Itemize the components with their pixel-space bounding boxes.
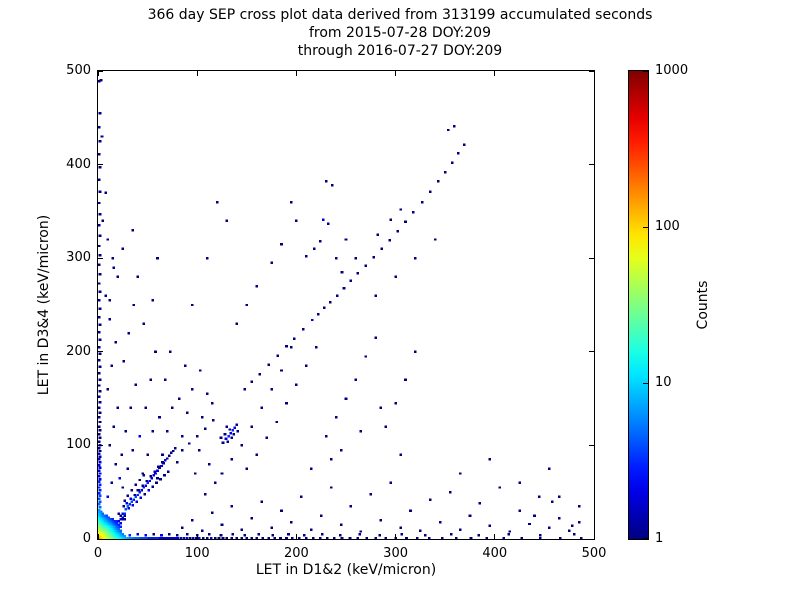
tick-mark <box>98 538 103 539</box>
colorbar-tick-mark <box>643 538 648 539</box>
x-tick-label: 0 <box>93 546 103 561</box>
tick-mark <box>295 71 297 76</box>
tick-mark <box>98 71 103 72</box>
tick-mark <box>589 71 594 72</box>
y-axis-label: LET in D3&4 (keV/micron) <box>36 214 52 396</box>
x-tick-label: 100 <box>184 546 210 561</box>
scatter-points <box>98 79 583 539</box>
tick-mark <box>589 257 594 259</box>
y-tick-label: 200 <box>66 343 91 359</box>
tick-mark <box>196 534 198 539</box>
x-tick-label: 500 <box>581 546 607 561</box>
y-tick-label: 500 <box>66 63 91 78</box>
tick-mark <box>196 71 198 76</box>
plot-area <box>97 70 595 540</box>
chart-title: 366 day SEP cross plot data derived from… <box>0 6 800 60</box>
colorbar-tick-mark <box>643 382 648 384</box>
x-tick-label: 200 <box>283 546 309 561</box>
tick-mark <box>295 534 297 539</box>
chart-title-line-2: from 2015-07-28 DOY:209 <box>308 25 491 41</box>
y-tick-label: 0 <box>82 531 91 546</box>
x-axis-label: LET in D1&2 (keV/micron) <box>255 562 437 578</box>
tick-mark <box>589 538 594 539</box>
tick-mark <box>395 71 397 76</box>
tick-mark <box>98 444 103 446</box>
tick-mark <box>98 351 103 353</box>
tick-mark <box>98 534 99 539</box>
y-tick-label: 100 <box>66 437 91 453</box>
tick-mark <box>395 534 397 539</box>
tick-mark <box>589 351 594 353</box>
colorbar-title: Counts <box>695 280 711 330</box>
chart-title-line-1: 366 day SEP cross plot data derived from… <box>147 7 653 23</box>
colorbar-tick-label: 1 <box>655 531 664 546</box>
chart-title-line-3: through 2016-07-27 DOY:209 <box>297 43 503 59</box>
tick-mark <box>98 164 103 166</box>
tick-mark <box>494 534 496 539</box>
tick-mark <box>98 71 99 76</box>
tick-mark <box>589 444 594 446</box>
colorbar-gradient <box>628 70 649 540</box>
tick-mark <box>98 257 103 259</box>
y-tick-label: 300 <box>66 250 91 266</box>
colorbar-tick-mark <box>643 71 648 72</box>
tick-mark <box>589 164 594 166</box>
x-tick-label: 400 <box>482 546 508 561</box>
colorbar-tick-label: 1000 <box>655 63 689 78</box>
tick-mark <box>593 534 594 539</box>
tick-mark <box>593 71 594 76</box>
colorbar-tick-label: 100 <box>655 219 680 234</box>
colorbar-tick-label: 10 <box>655 375 672 390</box>
y-tick-label: 400 <box>66 156 91 172</box>
tick-mark <box>494 71 496 76</box>
x-tick-label: 300 <box>383 546 409 561</box>
colorbar-tick-mark <box>643 226 648 228</box>
